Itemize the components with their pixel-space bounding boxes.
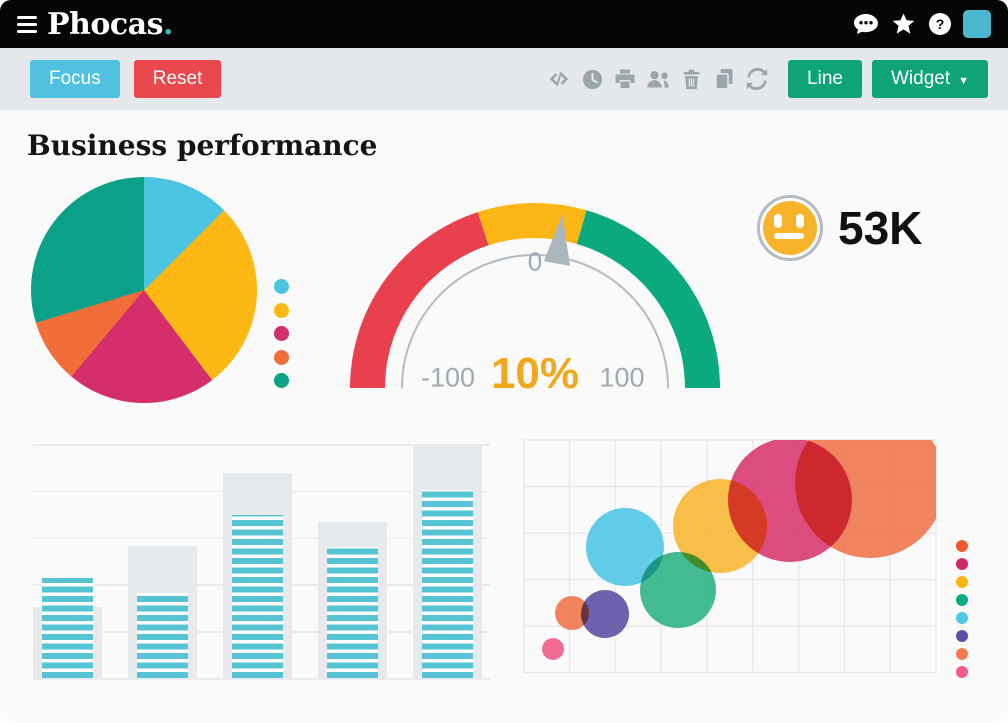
gauge-band: [350, 212, 489, 388]
bar-value-column[interactable]: [42, 578, 93, 678]
toolbar-actions: Line Widget ▼: [546, 60, 1008, 98]
bubble-chart[interactable]: [523, 438, 938, 674]
refresh-icon[interactable]: [744, 66, 770, 92]
pie-legend: [274, 279, 289, 388]
bubble-point[interactable]: [795, 438, 938, 558]
bar-value-column[interactable]: [232, 515, 283, 678]
neutral-face-icon: [757, 195, 823, 261]
widget-button[interactable]: Widget ▼: [871, 60, 988, 98]
bubble-legend-dot: [956, 558, 968, 570]
gauge-chart[interactable]: [350, 200, 720, 400]
bubble-point[interactable]: [640, 552, 716, 628]
bubble-legend-dot: [956, 648, 968, 660]
bar-gridline: [33, 678, 490, 680]
gauge-band: [477, 202, 587, 246]
widget-button-label: Widget: [890, 68, 951, 89]
page-title: Business performance: [27, 129, 378, 162]
chevron-down-icon: ▼: [958, 75, 969, 87]
app-logo[interactable]: Phocas.: [47, 7, 173, 42]
bar-chart[interactable]: [33, 434, 490, 680]
gauge-value-label: 10%: [490, 349, 580, 398]
bubble-legend: [956, 540, 968, 678]
logo-text: Phocas: [47, 6, 163, 42]
bar-value-column[interactable]: [137, 593, 188, 678]
pie-legend-dot: [274, 279, 289, 294]
pie-legend-dot: [274, 373, 289, 388]
line-button[interactable]: Line: [788, 60, 862, 98]
gauge-arc: [401, 254, 669, 389]
toolbar: Focus Reset: [0, 48, 1008, 110]
print-icon[interactable]: [612, 66, 638, 92]
toolbar-icon-group: [546, 66, 770, 92]
bar-gridline: [33, 444, 490, 446]
chat-icon[interactable]: [852, 10, 880, 38]
kpi-value: 53K: [838, 202, 923, 254]
pie-chart[interactable]: [31, 177, 257, 403]
help-glyph: ?: [929, 13, 951, 35]
menu-icon[interactable]: [17, 15, 37, 33]
pie-legend-dot: [274, 302, 289, 318]
focus-button[interactable]: Focus: [30, 60, 120, 98]
header-actions: ?: [852, 10, 1008, 38]
bubble-point[interactable]: [555, 596, 589, 630]
users-icon[interactable]: [645, 66, 671, 92]
bar-value-column[interactable]: [422, 490, 473, 678]
reset-button[interactable]: Reset: [133, 60, 222, 98]
gauge-max-label: 100: [599, 362, 645, 393]
bubble-point[interactable]: [586, 508, 664, 586]
kpi-widget[interactable]: 53K: [757, 195, 922, 261]
bubble-legend-dot: [956, 630, 968, 642]
bubble-point[interactable]: [542, 638, 564, 660]
bubble-point[interactable]: [581, 590, 629, 638]
delete-icon[interactable]: [678, 66, 704, 92]
bubble-legend-dot: [956, 666, 968, 678]
bubble-legend-dot: [956, 540, 968, 552]
code-icon[interactable]: [546, 66, 572, 92]
help-icon[interactable]: ?: [926, 10, 954, 38]
bar-value-column[interactable]: [327, 547, 378, 678]
gauge-min-label: -100: [420, 362, 476, 393]
app-header: Phocas. ?: [0, 0, 1008, 48]
pie-legend-dot: [274, 349, 289, 365]
logo-dot: .: [162, 6, 173, 42]
gauge-mid-label: 0: [527, 246, 543, 277]
gauge-band: [576, 210, 720, 388]
gauge-needle: [543, 214, 570, 266]
dashboard: Business performance 0 -100 100 10% 53K: [0, 110, 1008, 723]
star-icon[interactable]: [889, 10, 917, 38]
bubble-legend-dot: [956, 612, 968, 624]
bubble-legend-dot: [956, 594, 968, 606]
app-square-icon[interactable]: [963, 10, 991, 38]
bubble-legend-dot: [956, 576, 968, 588]
history-icon[interactable]: [579, 66, 605, 92]
copy-icon[interactable]: [711, 66, 737, 92]
pie-legend-dot: [274, 326, 289, 341]
